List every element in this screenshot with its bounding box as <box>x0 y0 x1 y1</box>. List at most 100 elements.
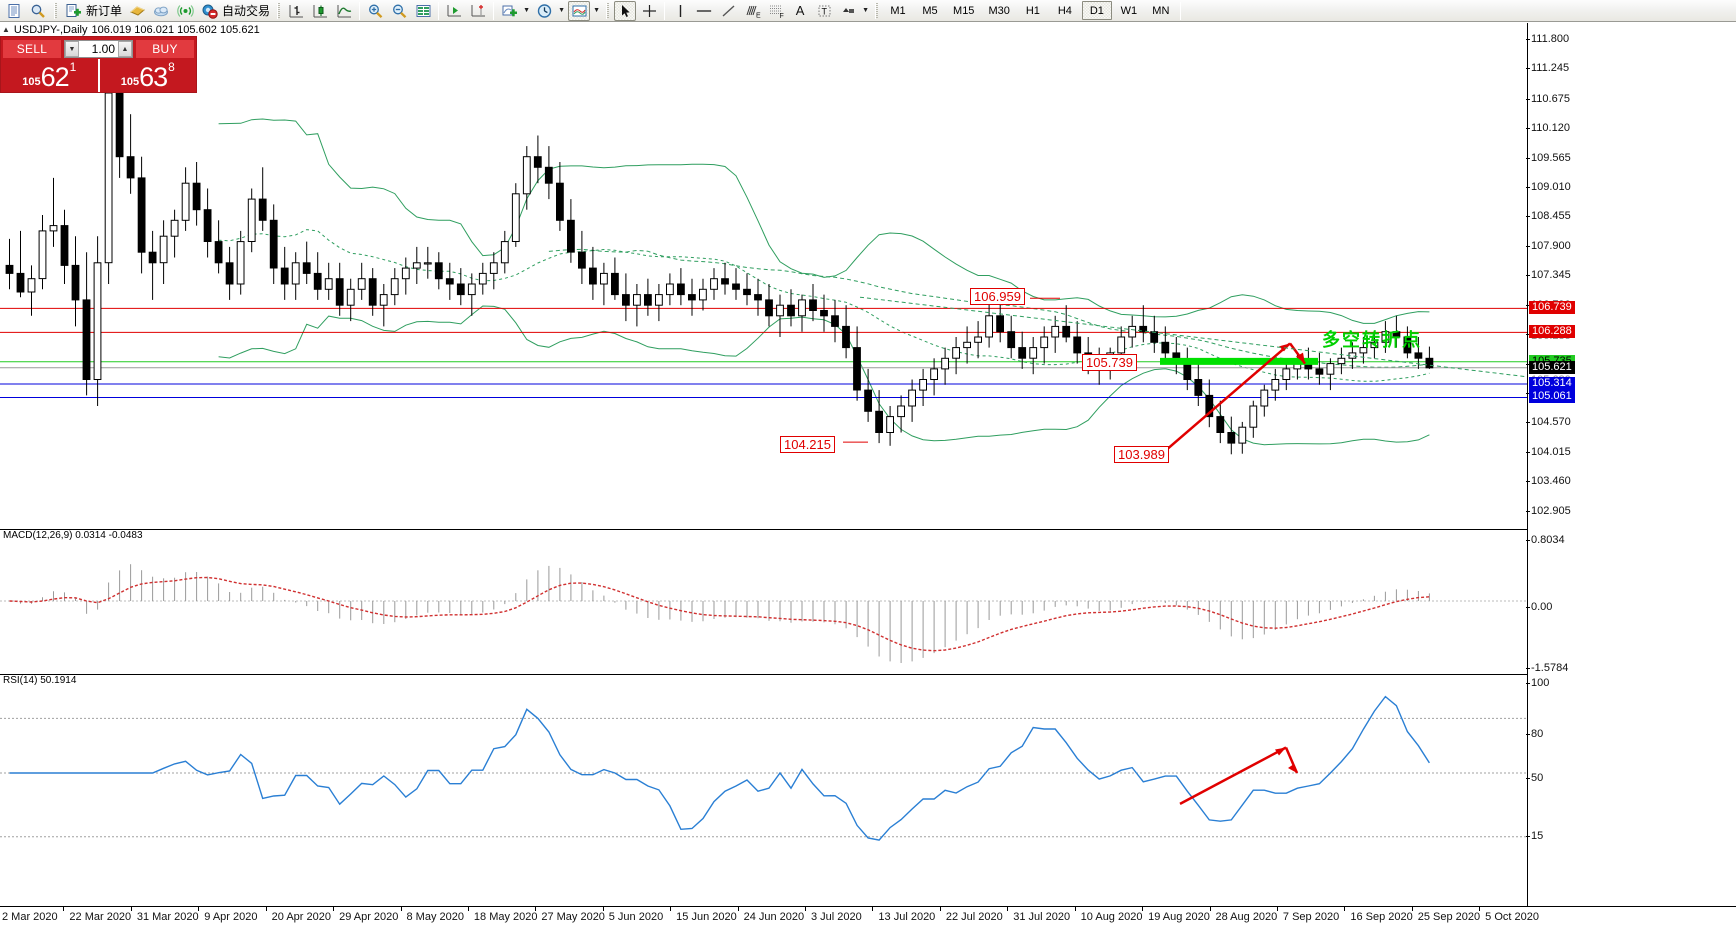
price-level-label-support-6[interactable]: 105.314 <box>1529 377 1575 391</box>
elliott-wave-icon[interactable]: E <box>741 1 763 21</box>
date-tick-5: 29 Apr 2020 <box>333 906 398 923</box>
data-window-icon[interactable] <box>412 1 434 21</box>
rsi-tick-2: 50 <box>1526 772 1543 784</box>
price-axis-line <box>1527 23 1528 906</box>
one-click-trading-panel[interactable]: SELL ▼ 1.00 ▲ BUY 105 62 1 105 63 8 <box>0 36 197 93</box>
date-tick-11: 24 Jun 2020 <box>737 906 804 923</box>
svg-text:E: E <box>756 12 761 19</box>
horizontal-line-icon[interactable] <box>693 1 715 21</box>
magnifier-search-icon[interactable] <box>27 1 49 21</box>
chevron-down-icon[interactable]: ▼ <box>523 7 530 14</box>
indicator-add-icon[interactable] <box>498 1 520 21</box>
toolbar-separator-4 <box>874 2 879 20</box>
price-level-label-current-bid-4[interactable]: 105.621 <box>1529 360 1575 374</box>
price-tick-2: 110.675 <box>1526 93 1570 105</box>
timeframe-m30[interactable]: M30 <box>988 4 1010 17</box>
cursor-icon[interactable] <box>614 0 637 21</box>
toolbar-divider-2 <box>438 1 440 20</box>
fibonacci-icon[interactable]: F <box>765 1 787 21</box>
price-pane[interactable] <box>0 23 1527 528</box>
toolbar-divider-3 <box>493 1 495 20</box>
date-tick-13: 13 Jul 2020 <box>872 906 935 923</box>
date-tick-19: 7 Sep 2020 <box>1276 906 1339 923</box>
timeframe-mn[interactable]: MN <box>1152 4 1170 17</box>
zoom-in-icon[interactable] <box>364 1 386 21</box>
buy-button[interactable]: BUY <box>136 40 194 58</box>
date-tick-3: 9 Apr 2020 <box>198 906 257 923</box>
text-icon[interactable]: A <box>795 3 805 18</box>
chevron-down-icon-2[interactable]: ▼ <box>558 7 565 14</box>
annotation-swing-low-1[interactable]: 104.215 <box>780 436 835 453</box>
macd-pane[interactable]: MACD(12,26,9) 0.0314 -0.0483 <box>0 529 1527 671</box>
volume-value[interactable]: 1.00 <box>91 42 115 56</box>
date-tick-17: 19 Aug 2020 <box>1142 906 1210 923</box>
sell-price[interactable]: 105 62 1 <box>1 59 98 92</box>
date-tick-7: 18 May 2020 <box>467 906 538 923</box>
bar-chart-icon[interactable] <box>285 1 307 21</box>
date-tick-20: 16 Sep 2020 <box>1344 906 1413 923</box>
timeframe-d1[interactable]: D1 <box>1081 1 1112 20</box>
volume-input[interactable]: ▼ 1.00 ▲ <box>64 40 133 58</box>
price-level-label-support-7[interactable]: 105.061 <box>1529 390 1575 404</box>
vertical-line-icon[interactable] <box>669 1 691 21</box>
timeframe-m1[interactable]: M1 <box>890 4 906 17</box>
zoom-out-icon[interactable] <box>388 1 410 21</box>
cloud-icon[interactable] <box>150 1 172 21</box>
crosshair-icon[interactable] <box>638 1 660 21</box>
timeframe-m5[interactable]: M5 <box>922 4 938 17</box>
auto-scroll-icon[interactable] <box>443 1 465 21</box>
period-clock-icon[interactable] <box>533 1 555 21</box>
date-tick-14: 22 Jul 2020 <box>939 906 1003 923</box>
date-tick-12: 3 Jul 2020 <box>805 906 862 923</box>
line-chart-icon[interactable] <box>333 1 355 21</box>
volume-decrement-button[interactable]: ▼ <box>65 41 79 57</box>
trendline-icon[interactable] <box>717 1 739 21</box>
new-order-icon[interactable] <box>62 1 84 21</box>
sell-fraction: 1 <box>69 60 77 74</box>
signal-icon[interactable] <box>174 1 196 21</box>
date-tick-8: 27 May 2020 <box>535 906 605 923</box>
document-icon[interactable] <box>3 1 25 21</box>
svg-text:T: T <box>821 6 827 16</box>
chart-expand-icon[interactable]: ▲ <box>2 25 10 34</box>
toolbar-separator <box>53 2 58 20</box>
rsi-tick-1: 80 <box>1526 728 1543 740</box>
chart-shift-icon[interactable] <box>467 1 489 21</box>
rsi-tick-3: 15 <box>1526 830 1543 842</box>
chart-ohlc-values: 106.019 106.021 105.602 105.621 <box>91 23 260 36</box>
annotation-swing-high-2[interactable]: 105.739 <box>1082 354 1137 371</box>
macd-tick-1: 0.00 <box>1526 601 1552 613</box>
price-level-label-resistance-0[interactable]: 106.739 <box>1529 301 1575 315</box>
auto-trading-icon[interactable] <box>198 1 220 21</box>
text-label-icon[interactable]: T <box>813 1 835 21</box>
date-tick-2: 31 Mar 2020 <box>130 906 199 923</box>
auto-trading-label[interactable]: 自动交易 <box>222 4 271 18</box>
toolbar-separator-2 <box>276 2 281 20</box>
templates-icon[interactable] <box>568 0 591 21</box>
timeframe-w1[interactable]: W1 <box>1120 4 1138 17</box>
volume-increment-button[interactable]: ▲ <box>118 41 132 57</box>
price-level-label-resistance-1[interactable]: 106.288 <box>1529 325 1575 339</box>
sell-button[interactable]: SELL <box>3 40 61 58</box>
expert-advisor-icon[interactable] <box>126 1 148 21</box>
main-toolbar: 新订单 自动交易 <box>0 0 1736 22</box>
annotation-swing-low-2[interactable]: 103.989 <box>1114 446 1169 463</box>
price-tick-13: 104.570 <box>1526 416 1571 428</box>
macd-tick-2: -1.5784 <box>1526 662 1568 674</box>
shapes-icon[interactable] <box>837 1 859 21</box>
chevron-down-icon-4[interactable]: ▼ <box>862 7 869 14</box>
sell-pips: 62 <box>40 62 70 92</box>
annotation-chinese-note[interactable]: 多空转折点 <box>1322 330 1422 351</box>
candlestick-chart-icon[interactable] <box>309 1 331 21</box>
new-order-label[interactable]: 新订单 <box>86 4 123 18</box>
timeframe-h1[interactable]: H1 <box>1025 4 1040 17</box>
timeframe-h4[interactable]: H4 <box>1057 4 1072 17</box>
date-tick-9: 5 Jun 2020 <box>602 906 663 923</box>
buy-price[interactable]: 105 63 8 <box>97 59 197 92</box>
rsi-pane[interactable]: RSI(14) 50.1914 <box>0 674 1527 906</box>
chevron-down-icon-3[interactable]: ▼ <box>593 7 600 14</box>
price-tick-1: 111.245 <box>1526 62 1569 74</box>
annotation-swing-high-1[interactable]: 106.959 <box>970 288 1025 305</box>
date-tick-1: 22 Mar 2020 <box>63 906 131 923</box>
timeframe-m15[interactable]: M15 <box>953 4 975 17</box>
